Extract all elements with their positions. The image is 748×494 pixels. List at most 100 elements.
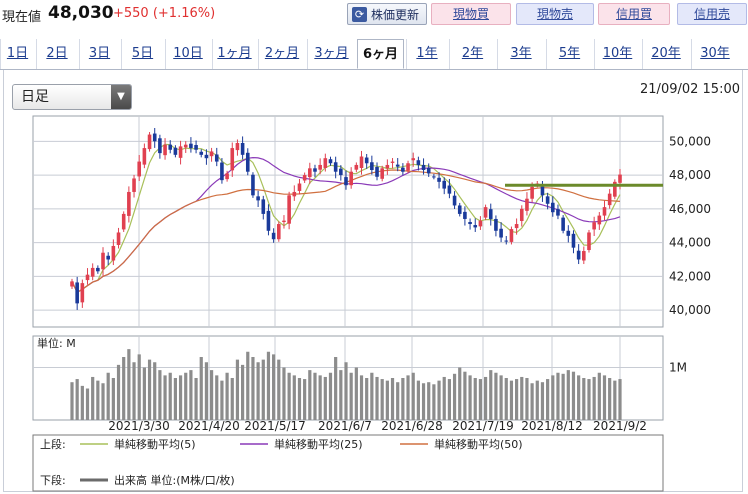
- price-plot-area: [32, 115, 664, 328]
- chart-timestamp: 21/09/02 15:00: [640, 82, 740, 97]
- legend-upper-label: 上段:: [40, 437, 66, 451]
- volume-bar: [173, 378, 177, 420]
- volume-bar: [582, 378, 586, 420]
- candle-body: [540, 186, 545, 196]
- tab-period-12[interactable]: 5年: [546, 39, 592, 69]
- cash-buy-button[interactable]: 現物買: [431, 3, 511, 25]
- volume-bar: [349, 372, 353, 420]
- legend-box: [32, 434, 664, 492]
- period-select[interactable]: 日足 ▼: [12, 84, 132, 110]
- volume-bar: [308, 370, 312, 420]
- volume-bar: [168, 372, 172, 420]
- volume-bar: [499, 375, 503, 420]
- volume-bar: [359, 375, 364, 420]
- candle-body: [571, 233, 576, 248]
- volume-bar: [163, 375, 167, 420]
- volume-bar: [463, 371, 467, 420]
- tab-period-10[interactable]: 2年: [449, 39, 495, 69]
- volume-bar: [251, 357, 255, 420]
- tab-period-3[interactable]: 5日: [121, 39, 163, 69]
- candle-body: [256, 196, 260, 201]
- tab-period-4[interactable]: 10日: [165, 39, 210, 69]
- current-price: 48,030: [48, 3, 114, 23]
- candle-body: [576, 250, 581, 260]
- tab-period-14[interactable]: 20年: [642, 39, 689, 69]
- date-tick-label: 2021/7/19: [452, 419, 514, 433]
- volume-bar: [447, 379, 451, 420]
- cash-sell-button[interactable]: 現物売: [516, 3, 594, 25]
- tab-period-1[interactable]: 2日: [36, 39, 77, 69]
- candle-body: [452, 195, 457, 206]
- volume-bar: [396, 382, 400, 420]
- candle-body: [313, 168, 317, 172]
- volume-bar: [458, 367, 462, 420]
- volume-bar: [602, 375, 607, 420]
- volume-tick-label: 1M: [669, 361, 687, 375]
- tab-period-6[interactable]: 2ヶ月: [258, 39, 305, 69]
- volume-bar: [385, 380, 389, 420]
- date-tick-label: 2021/6/7: [318, 419, 372, 433]
- volume-bar: [566, 370, 570, 420]
- price-tick-label: 40,000: [669, 303, 711, 317]
- candle-body: [132, 178, 136, 192]
- candle-body: [147, 134, 152, 150]
- candle-body: [111, 245, 116, 261]
- volume-bar: [132, 362, 136, 420]
- volume-bar: [70, 382, 74, 420]
- candle-body: [478, 220, 483, 227]
- volume-bar: [75, 379, 79, 420]
- tab-period-11[interactable]: 3年: [497, 39, 544, 69]
- volume-bar: [427, 382, 431, 420]
- date-tick-label: 2021/4/20: [178, 419, 240, 433]
- candle-body: [127, 191, 131, 216]
- tab-period-15[interactable]: 30年: [691, 39, 738, 69]
- candle-body: [333, 162, 338, 172]
- volume-bar: [111, 378, 115, 420]
- candle-body: [194, 145, 198, 150]
- volume-bar: [375, 376, 379, 420]
- candle-body: [509, 229, 514, 242]
- tab-period-8[interactable]: 6ヶ月: [357, 39, 404, 69]
- candle-body: [323, 158, 328, 168]
- candle-body: [597, 215, 602, 225]
- volume-bar: [421, 383, 426, 420]
- candle-body: [550, 202, 555, 213]
- candle-body: [266, 210, 271, 231]
- volume-bar: [142, 367, 146, 420]
- volume-bar: [277, 359, 281, 420]
- candle-body: [530, 186, 534, 199]
- candle-body: [276, 224, 281, 240]
- candle-body: [318, 164, 322, 170]
- volume-bar: [354, 367, 358, 420]
- candle-body: [499, 228, 503, 238]
- date-tick-label: 2021/3/30: [108, 419, 170, 433]
- volume-bar: [556, 372, 560, 420]
- tab-period-13[interactable]: 10年: [594, 39, 640, 69]
- tab-period-7[interactable]: 3ヶ月: [307, 39, 355, 69]
- volume-bar: [266, 351, 271, 420]
- volume-bar: [297, 378, 302, 420]
- candle-body: [504, 240, 509, 242]
- margin-buy-button[interactable]: 信用買: [598, 3, 670, 25]
- candle-body: [437, 177, 441, 182]
- volume-bar: [504, 378, 508, 420]
- volume-bar: [437, 380, 441, 420]
- candle-body: [406, 163, 410, 171]
- tab-period-9[interactable]: 1年: [406, 39, 447, 69]
- refresh-price-button[interactable]: ⟳ 株価更新: [347, 3, 427, 25]
- volume-bar: [106, 372, 110, 420]
- candle-body: [592, 222, 596, 230]
- refresh-icon: ⟳: [352, 6, 367, 22]
- candle-body: [344, 177, 348, 186]
- tab-period-5[interactable]: 1ヶ月: [212, 39, 256, 69]
- candle-body: [261, 199, 266, 214]
- volume-bar: [494, 372, 498, 420]
- margin-sell-button[interactable]: 信用売: [677, 3, 747, 25]
- candle-body: [354, 164, 359, 170]
- candle-body: [457, 205, 462, 214]
- candle-body: [411, 158, 416, 161]
- tab-period-2[interactable]: 3日: [79, 39, 119, 69]
- tab-period-0[interactable]: 1日: [0, 39, 34, 69]
- candle-body: [519, 208, 524, 221]
- period-select-value: 日足: [21, 89, 49, 105]
